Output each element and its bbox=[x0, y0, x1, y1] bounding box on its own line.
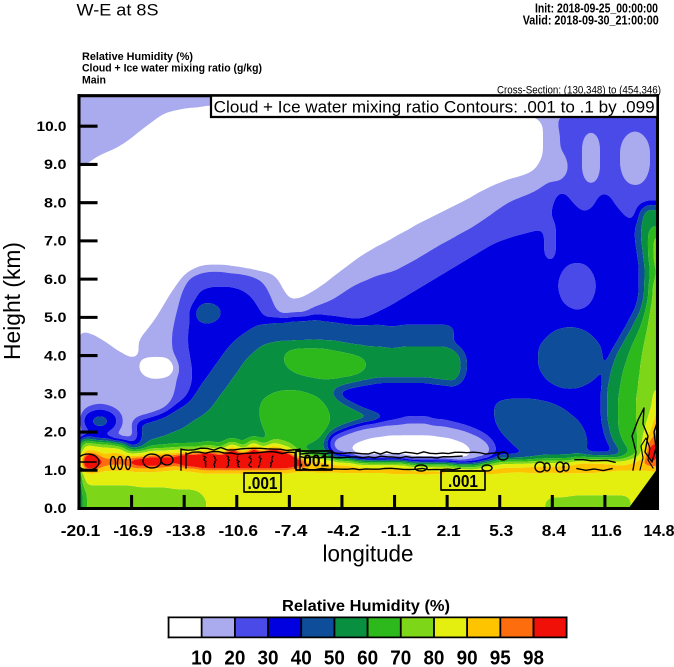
svg-text:90: 90 bbox=[457, 647, 478, 667]
svg-text:Relative Humidity (%): Relative Humidity (%) bbox=[282, 598, 450, 615]
svg-text:70: 70 bbox=[390, 647, 411, 667]
svg-text:2.1: 2.1 bbox=[437, 523, 461, 540]
svg-text:30: 30 bbox=[258, 647, 279, 667]
svg-text:Init: 2018-09-25_00:00:00: Init: 2018-09-25_00:00:00 bbox=[535, 0, 658, 15]
svg-text:40: 40 bbox=[291, 647, 312, 667]
svg-text:20: 20 bbox=[224, 647, 245, 667]
svg-text:60: 60 bbox=[357, 647, 378, 667]
svg-text:5.0: 5.0 bbox=[44, 309, 67, 325]
svg-text:14.8: 14.8 bbox=[644, 523, 674, 540]
svg-text:Main: Main bbox=[82, 74, 106, 86]
svg-text:8.0: 8.0 bbox=[44, 194, 67, 210]
svg-text:-7.4: -7.4 bbox=[274, 523, 307, 540]
svg-text:2.0: 2.0 bbox=[44, 424, 67, 440]
svg-text:4.0: 4.0 bbox=[44, 347, 67, 363]
svg-text:6.0: 6.0 bbox=[44, 271, 67, 287]
svg-text:1.0: 1.0 bbox=[44, 462, 67, 478]
svg-text:-16.9: -16.9 bbox=[113, 523, 153, 540]
svg-text:Cloud + Ice water mixing ratio: Cloud + Ice water mixing ratio (g/kg) bbox=[82, 63, 262, 75]
svg-text:-1.1: -1.1 bbox=[381, 523, 411, 540]
svg-text:9.0: 9.0 bbox=[44, 156, 67, 172]
svg-text:longitude: longitude bbox=[322, 541, 413, 567]
svg-text:Relative Humidity (%): Relative Humidity (%) bbox=[82, 51, 193, 63]
svg-text:Cloud + Ice water mixing ratio: Cloud + Ice water mixing ratio Contours:… bbox=[214, 99, 655, 117]
svg-text:10: 10 bbox=[191, 647, 212, 667]
svg-text:-20.1: -20.1 bbox=[61, 523, 101, 540]
svg-text:95: 95 bbox=[490, 647, 511, 667]
svg-text:-4.2: -4.2 bbox=[327, 523, 360, 540]
svg-text:0.0: 0.0 bbox=[44, 500, 67, 516]
svg-text:-10.6: -10.6 bbox=[219, 523, 259, 540]
svg-text:.001: .001 bbox=[248, 473, 278, 493]
svg-text:98: 98 bbox=[523, 647, 544, 667]
svg-text:50: 50 bbox=[324, 647, 345, 667]
svg-text:-13.8: -13.8 bbox=[166, 523, 206, 540]
svg-text:3.0: 3.0 bbox=[44, 386, 67, 402]
svg-text:W-E at 8S: W-E at 8S bbox=[77, 1, 159, 20]
svg-text:.001: .001 bbox=[448, 471, 478, 491]
svg-text:Valid: 2018-09-30_21:00:00: Valid: 2018-09-30_21:00:00 bbox=[523, 13, 659, 28]
svg-text:7.0: 7.0 bbox=[44, 233, 67, 249]
svg-text:Height (km): Height (km) bbox=[0, 242, 25, 360]
svg-text:.001: .001 bbox=[299, 451, 329, 471]
svg-text:Cross-Section: (130,348) to (4: Cross-Section: (130,348) to (454,346) bbox=[497, 85, 661, 97]
svg-text:80: 80 bbox=[423, 647, 444, 667]
svg-text:11.6: 11.6 bbox=[591, 523, 622, 540]
svg-text:8.4: 8.4 bbox=[542, 523, 566, 540]
svg-text:5.3: 5.3 bbox=[489, 523, 513, 540]
svg-text:10.0: 10.0 bbox=[37, 118, 67, 134]
